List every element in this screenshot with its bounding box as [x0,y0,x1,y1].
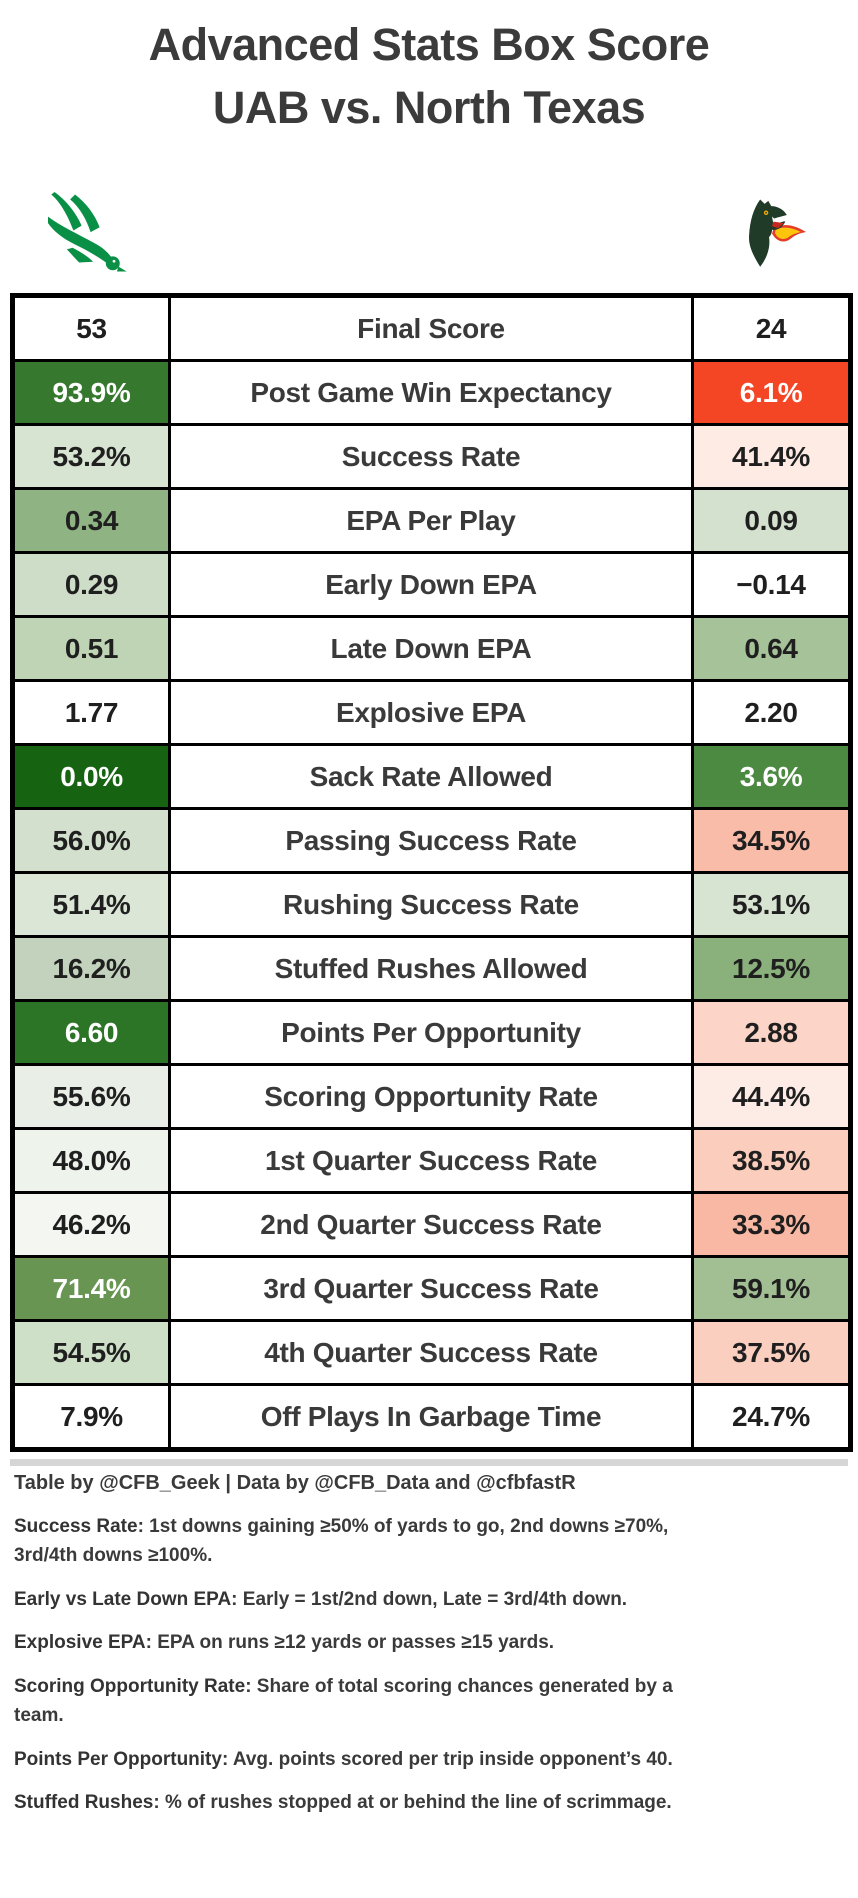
stat-label: EPA Per Play [168,487,694,554]
table-row: 54.5% 4th Quarter Success Rate 37.5% [11,1319,852,1386]
table-row: 56.0% Passing Success Rate 34.5% [11,807,852,874]
table-row: 48.0% 1st Quarter Success Rate 38.5% [11,1127,852,1194]
stat-value-left: 55.6% [11,1063,171,1130]
stat-value-right: 2.88 [691,999,852,1066]
table-bottom-bar [10,1459,848,1466]
footnote: Scoring Opportunity Rate: Share of total… [14,1675,673,1727]
stat-value-left: 1.77 [11,679,171,746]
stat-label: 2nd Quarter Success Rate [168,1191,694,1258]
stat-label: Passing Success Rate [168,807,694,874]
stat-label: Sack Rate Allowed [168,743,694,810]
table-row: 0.0% Sack Rate Allowed 3.6% [11,743,852,810]
title-line-1: Advanced Stats Box Score [148,19,710,70]
table-row: 53 Final Score 24 [11,294,852,362]
table-row: 0.29 Early Down EPA −0.14 [11,551,852,618]
stat-value-right: 41.4% [691,423,852,490]
stat-label: Late Down EPA [168,615,694,682]
stat-value-right: 2.20 [691,679,852,746]
table-row: 0.51 Late Down EPA 0.64 [11,615,852,682]
footnote: Explosive EPA: EPA on runs ≥12 yards or … [14,1632,555,1654]
stat-value-right: 0.09 [691,487,852,554]
table-row: 16.2% Stuffed Rushes Allowed 12.5% [11,935,852,1002]
stats-table-body: 53 Final Score 24 93.9% Post Game Win Expect… [11,294,852,1451]
stat-label: Points Per Opportunity [168,999,694,1066]
stat-value-left: 0.0% [11,743,171,810]
table-row: 6.60 Points Per Opportunity 2.88 [11,999,852,1066]
stat-value-left: 71.4% [11,1255,171,1322]
table-row: 7.9% Off Plays In Garbage Time 24.7% [11,1383,852,1451]
table-row: 0.34 EPA Per Play 0.09 [11,487,852,554]
table-row: 71.4% 3rd Quarter Success Rate 59.1% [11,1255,852,1322]
footer: Table by @CFB_Geek | Data by @CFB_Data a… [14,1470,714,1832]
table-row: 53.2% Success Rate 41.4% [11,423,852,490]
page-title: Advanced Stats Box Score UAB vs. North T… [0,22,858,130]
footnote: Points Per Opportunity: Avg. points scor… [14,1748,673,1770]
stat-label: 1st Quarter Success Rate [168,1127,694,1194]
stat-value-left: 51.4% [11,871,171,938]
stat-value-left: 16.2% [11,935,171,1002]
stat-value-left: 54.5% [11,1319,171,1386]
stat-label: Post Game Win Expectancy [168,359,694,426]
stat-label: Final Score [168,294,694,362]
stat-label: Rushing Success Rate [168,871,694,938]
stat-value-left: 46.2% [11,1191,171,1258]
table-row: 51.4% Rushing Success Rate 53.1% [11,871,852,938]
table-row: 1.77 Explosive EPA 2.20 [11,679,852,746]
stat-value-right: 6.1% [691,359,852,426]
footnote: Early vs Late Down EPA: Early = 1st/2nd … [14,1588,628,1610]
stat-label: Scoring Opportunity Rate [168,1063,694,1130]
footnote: Stuffed Rushes: % of rushes stopped at o… [14,1792,672,1814]
advanced-stats-table: 53 Final Score 24 93.9% Post Game Win Expect… [10,293,853,1452]
north-texas-eagle-logo [48,190,130,276]
title-line-2: UAB vs. North Texas [212,82,646,133]
stat-value-left: 0.51 [11,615,171,682]
stat-value-left: 53.2% [11,423,171,490]
stat-value-left: 48.0% [11,1127,171,1194]
stat-value-right: 44.4% [691,1063,852,1130]
stat-value-right: 24.7% [691,1383,852,1451]
footnote: Success Rate: 1st downs gaining ≥50% of … [14,1516,669,1567]
stat-value-left: 7.9% [11,1383,171,1451]
table-row: 46.2% 2nd Quarter Success Rate 33.3% [11,1191,852,1258]
table-row: 93.9% Post Game Win Expectancy 6.1% [11,359,852,426]
table-row: 55.6% Scoring Opportunity Rate 44.4% [11,1063,852,1130]
stat-value-left: 93.9% [11,359,171,426]
stat-value-right: 34.5% [691,807,852,874]
credit-line: Table by @CFB_Geek | Data by @CFB_Data a… [14,1472,576,1494]
stat-label: Off Plays In Garbage Time [168,1383,694,1451]
footnotes: Success Rate: 1st downs gaining ≥50% of … [14,1512,714,1818]
stat-value-right: 59.1% [691,1255,852,1322]
stat-label: 4th Quarter Success Rate [168,1319,694,1386]
uab-dragon-logo [729,195,815,269]
stat-value-right: −0.14 [691,551,852,618]
stat-label: Stuffed Rushes Allowed [168,935,694,1002]
stat-value-right: 53.1% [691,871,852,938]
stat-label: Explosive EPA [168,679,694,746]
stat-label: 3rd Quarter Success Rate [168,1255,694,1322]
stat-value-right: 12.5% [691,935,852,1002]
stat-value-left: 6.60 [11,999,171,1066]
stat-value-right: 33.3% [691,1191,852,1258]
stat-value-left: 53 [11,294,171,362]
stat-label: Success Rate [168,423,694,490]
stat-value-left: 0.34 [11,487,171,554]
stat-label: Early Down EPA [168,551,694,618]
stat-value-right: 37.5% [691,1319,852,1386]
stat-value-right: 0.64 [691,615,852,682]
stat-value-right: 38.5% [691,1127,852,1194]
stat-value-left: 0.29 [11,551,171,618]
stat-value-left: 56.0% [11,807,171,874]
stat-value-right: 3.6% [691,743,852,810]
stat-value-right: 24 [691,294,852,362]
